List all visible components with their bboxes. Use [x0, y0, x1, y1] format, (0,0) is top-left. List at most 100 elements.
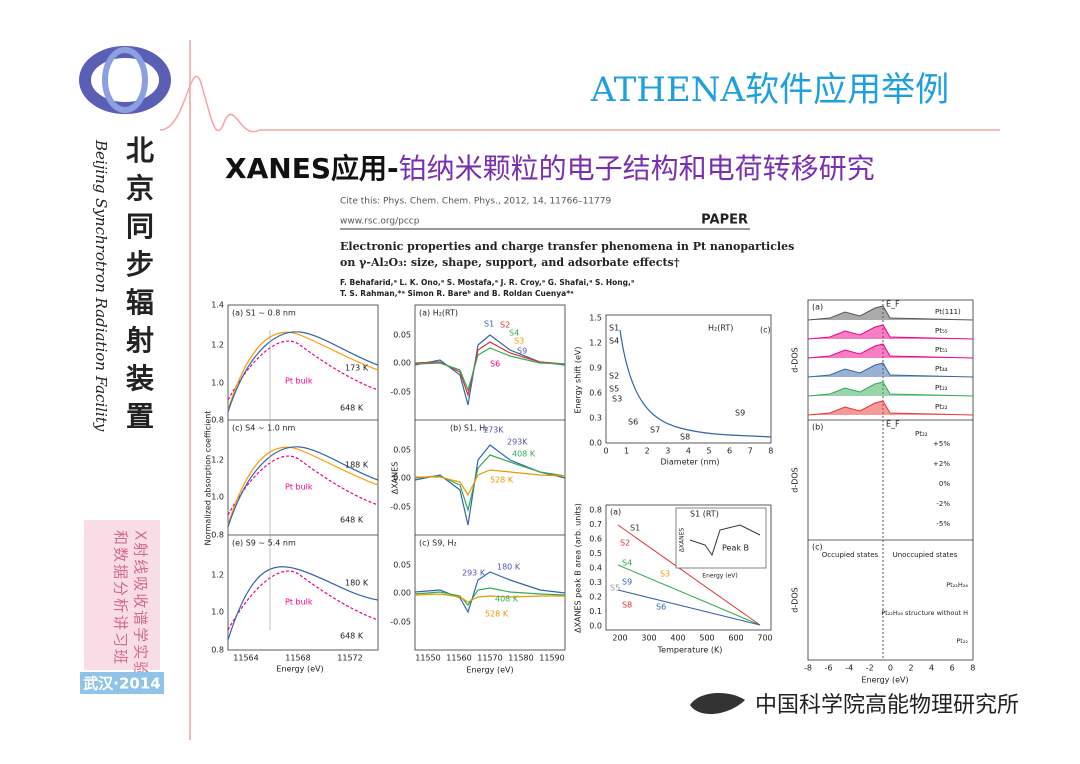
bulk-label: Pt bulk — [285, 483, 313, 492]
org-char: 京 — [126, 172, 154, 205]
x-tick-label: -8 — [804, 664, 812, 673]
y-tick-label: 1.2 — [211, 456, 224, 465]
subtitle-rest: 铂纳米颗粒的电子结构和电荷转移研究 — [399, 152, 875, 185]
point-label: S6 — [628, 418, 638, 427]
subtitle-lead-text: XANES应用- — [225, 152, 399, 185]
panel-tag: (a) — [812, 303, 823, 312]
x-label: Energy (eV) — [466, 666, 513, 675]
pct-label: -5% — [936, 520, 950, 528]
pct-label: +2% — [933, 460, 950, 468]
y-tick-label: 0.3 — [589, 414, 602, 423]
temp-label: 293 K — [462, 569, 486, 578]
series-label: S2 — [620, 539, 630, 548]
dos-curve — [807, 381, 974, 397]
y-tick-label: 0.00 — [393, 359, 411, 368]
x-tick-label: 300 — [641, 634, 656, 643]
y-tick-label: 0.05 — [393, 446, 411, 455]
y-label: d-DOS — [791, 467, 800, 493]
temp-label: 293K — [507, 438, 528, 447]
dos-curve — [807, 400, 974, 416]
x-tick-label: 1 — [624, 447, 629, 456]
y-tick-label: 1.0 — [211, 493, 224, 502]
point-label: S5 — [609, 385, 619, 394]
header-line — [159, 75, 1000, 133]
series-label: S8 — [622, 601, 632, 610]
y-tick-label: 0.05 — [393, 331, 411, 340]
y-label: Normalized absorption coefficient — [204, 411, 213, 546]
point-label: S1 — [609, 324, 619, 333]
temp-label: 528 K — [485, 610, 509, 619]
slide-title: ATHENA软件应用举例 — [590, 70, 949, 110]
x-tick-label: 600 — [728, 634, 743, 643]
figure-a — [227, 304, 379, 651]
x-tick-label: 11568 — [285, 654, 310, 663]
fermi-label: E_F — [886, 420, 900, 429]
y-tick-label: 0.8 — [211, 416, 224, 425]
dos-label: Pt₂₂ — [935, 403, 948, 411]
x-tick-label: 11590 — [539, 654, 564, 663]
point-label: S4 — [609, 337, 619, 346]
temp-label: 408 K — [512, 450, 536, 459]
x-tick-label: 400 — [670, 634, 685, 643]
series-label: S5 — [610, 584, 620, 593]
x-tick-label: 11580 — [508, 654, 533, 663]
y-tick-label: 0.8 — [589, 506, 602, 515]
pct-label: +5% — [933, 440, 950, 448]
panel-tag: (c) — [760, 326, 771, 335]
point-label: S2 — [609, 372, 619, 381]
temp-label: 408 K — [495, 595, 519, 604]
panel-title: (c) S4 ~ 1.0 nm — [232, 424, 295, 433]
dos-label: Pt₂₂H₂₆ — [946, 581, 968, 589]
series-label: S6 — [656, 603, 666, 612]
panel-title: (e) S9 ~ 5.4 nm — [232, 539, 296, 548]
series-label: S6 — [490, 360, 500, 369]
temp-label: 173K — [483, 426, 504, 435]
dos-label: Pt₂₂ — [915, 430, 928, 438]
figure-b — [414, 304, 566, 651]
figure-e — [807, 299, 974, 661]
paper-title: Electronic properties and charge transfe… — [340, 240, 794, 253]
org-char: 装 — [126, 362, 154, 395]
dos-label: Pt₅₁ — [935, 346, 948, 354]
x-tick-label: 2 — [645, 447, 650, 456]
temp-label: 648 K — [340, 516, 364, 525]
figure-c — [605, 314, 772, 444]
dos-curve — [807, 343, 974, 359]
course-line: 和数据分析讲习班 — [112, 530, 130, 666]
dos-curve — [807, 362, 974, 378]
y-tick-label: 1.2 — [589, 339, 602, 348]
institute: 中国科学院高能物理研究所 — [755, 693, 1019, 718]
x-tick-label: 11572 — [337, 654, 362, 663]
temp-label: 648 K — [340, 404, 364, 413]
series-label: S3 — [514, 337, 524, 346]
y-label: Energy shift (eV) — [574, 346, 583, 413]
x-tick-label: 8 — [970, 664, 975, 673]
y-tick-label: 0.5 — [589, 549, 602, 558]
x-label: Energy (eV) — [861, 676, 908, 685]
cite: Cite this: Phys. Chem. Chem. Phys., 2012… — [340, 197, 611, 207]
y-tick-label: 0.0 — [589, 439, 602, 448]
x-tick-label: -2 — [866, 664, 874, 673]
y-label: ΔXANES peak B area (arb. units) — [574, 503, 583, 633]
region-label: Unoccupied states — [893, 551, 958, 559]
x-tick-label: 11560 — [446, 654, 471, 663]
x-tick-label: 4 — [929, 664, 934, 673]
x-tick-label: 2 — [908, 664, 913, 673]
y-tick-label: 0.05 — [393, 561, 411, 570]
event-box — [80, 672, 164, 694]
region-label: Occupied states — [822, 551, 879, 559]
series-label: S4 — [509, 329, 519, 338]
inset-label: Peak B — [722, 544, 749, 553]
course-line: X射线吸收谱学实验 — [132, 530, 150, 678]
series-label: S9 — [622, 578, 632, 587]
x-tick-label: 11550 — [415, 654, 440, 663]
x-label: Temperature (K) — [657, 646, 723, 655]
x-tick-label: 5 — [706, 447, 711, 456]
y-tick-label: -0.05 — [390, 388, 411, 397]
y-tick-label: 0.00 — [393, 589, 411, 598]
series-label: S9 — [517, 347, 527, 356]
x-tick-label: 700 — [757, 634, 772, 643]
logo — [79, 46, 171, 114]
y-tick-label: 0.2 — [589, 593, 602, 602]
y-tick-label: 0.6 — [589, 535, 602, 544]
